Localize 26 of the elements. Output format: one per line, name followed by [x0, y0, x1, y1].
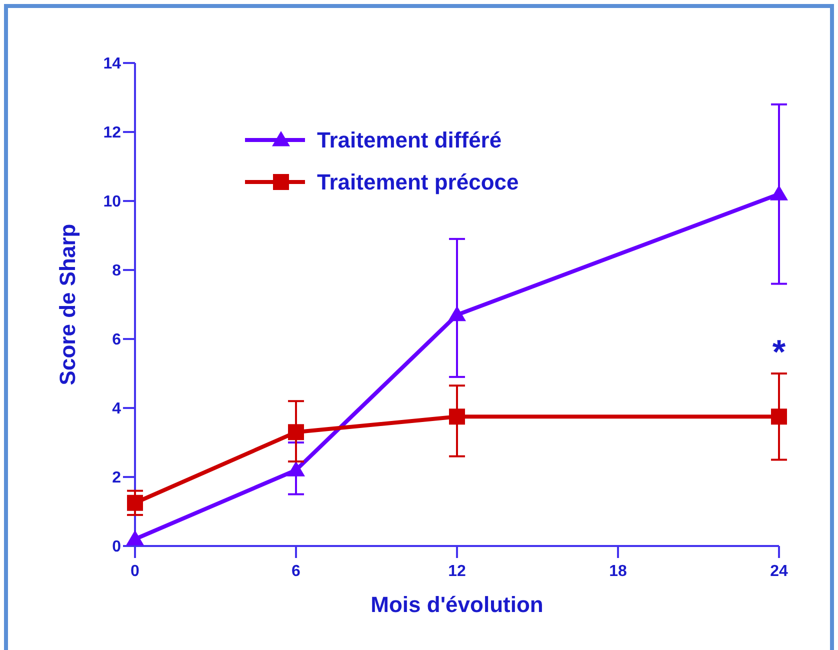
point: [771, 408, 787, 425]
point: [770, 185, 788, 200]
point: [288, 424, 304, 440]
y-axis-title: Score de Sharp: [55, 224, 80, 386]
x-tick-label: 6: [292, 563, 301, 580]
legend-label: Traitement différé: [317, 128, 502, 153]
y-tick-label: 2: [112, 470, 122, 487]
annotation: *: [772, 334, 786, 372]
y-tick-label: 6: [112, 332, 122, 349]
point: [287, 461, 305, 476]
point: [448, 306, 466, 322]
point: [126, 530, 144, 546]
point: [449, 408, 465, 425]
y-tick-label: 14: [103, 56, 122, 73]
x-tick-label: 0: [130, 563, 140, 580]
y-tick-label: 4: [112, 400, 122, 418]
x-tick-label: 12: [448, 563, 466, 580]
point: [127, 494, 143, 511]
legend-label: Traitement précoce: [317, 170, 519, 195]
x-tick-label: 24: [770, 563, 788, 580]
x-axis-title: Mois d'évolution: [370, 592, 544, 617]
y-tick-label: 0: [112, 538, 122, 556]
y-tick-label: 12: [103, 124, 122, 142]
x-tick-label: 18: [609, 563, 627, 580]
y-tick-label: 8: [112, 262, 122, 280]
y-tick-label: 10: [103, 194, 122, 211]
